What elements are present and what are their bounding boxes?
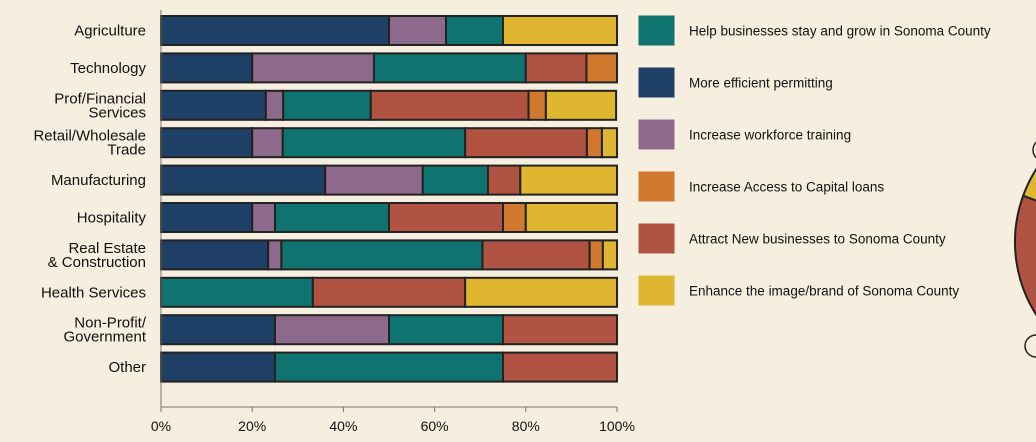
bar-segment: [502, 351, 618, 383]
category-label: Agriculture: [74, 23, 146, 40]
x-tick-label: 80%: [512, 418, 540, 434]
bar-segment: [160, 314, 276, 346]
category-label: Non-Profit/: [74, 315, 147, 332]
bar-segment: [372, 52, 527, 84]
bar-segment: [481, 239, 591, 271]
bar-segment: [585, 52, 618, 84]
pie-chart-fragment: [1013, 141, 1036, 358]
legend-label: Enhance the image/brand of Sonoma County: [689, 284, 959, 299]
bar-segment: [601, 239, 619, 271]
bar-segment: [264, 89, 285, 121]
legend-label: More efficient permitting: [689, 76, 833, 91]
x-axis: 0% 20% 40% 60% 80% 100%: [151, 10, 635, 434]
category-label: Manufacturing: [51, 172, 146, 189]
bar-segment: [486, 164, 522, 196]
category-label: Government: [63, 329, 146, 346]
category-label: Other: [108, 359, 146, 376]
legend-swatch: [637, 66, 676, 99]
legend-label: Increase workforce training: [689, 128, 851, 143]
bar-segment: [524, 52, 588, 84]
bar-segment: [160, 127, 254, 159]
pie-slice: [1013, 194, 1036, 317]
bar-segment: [524, 202, 618, 233]
legend-swatch: [637, 274, 676, 307]
bar-segment: [274, 202, 390, 233]
bar-segment: [311, 276, 467, 308]
legend-swatch: [637, 14, 676, 47]
category-label: Trade: [107, 142, 146, 159]
x-tick-label: 40%: [329, 418, 357, 434]
bar-segment: [274, 351, 504, 383]
bar-segment: [160, 52, 254, 84]
bar-segment: [464, 276, 619, 308]
bar-area: [160, 15, 619, 383]
category-label: Technology: [70, 60, 146, 77]
bar-segment: [388, 202, 504, 233]
bar-segment: [280, 239, 484, 271]
bar-segment: [388, 314, 504, 346]
category-label: Hospitality: [77, 210, 147, 227]
bar-segment: [588, 239, 604, 271]
pie-label-bubble: [1024, 334, 1036, 358]
bar-segment: [160, 15, 390, 46]
bar-segment: [160, 351, 276, 383]
pie-slice: [1021, 167, 1036, 202]
bar-segment: [502, 202, 527, 233]
category-label: & Construction: [48, 254, 146, 271]
category-label: Services: [88, 104, 146, 121]
bar-segment: [251, 127, 284, 159]
bar-segment: [160, 276, 314, 308]
bar-segment: [274, 314, 390, 346]
bar-segment: [388, 15, 447, 46]
bar-segment: [324, 164, 424, 196]
legend: Help businesses stay and grow in Sonoma …: [637, 14, 991, 307]
category-label: Health Services: [41, 284, 146, 301]
bar-segment: [519, 164, 618, 196]
category-labels: Agriculture Technology Prof/FinancialServi…: [33, 23, 146, 377]
category-label: Real Estate: [68, 240, 146, 257]
x-tick-label: 60%: [421, 418, 449, 434]
category-label: Prof/Financial: [54, 90, 146, 107]
bar-segment: [251, 52, 375, 84]
bar-segment: [281, 127, 467, 159]
bar-segment: [600, 127, 619, 159]
pie-label-bubble: [1032, 141, 1036, 159]
bar-segment: [160, 239, 270, 271]
bar-segment: [464, 127, 588, 159]
bar-segment: [251, 202, 276, 233]
bar-segment: [160, 89, 267, 121]
x-tick-label: 100%: [599, 418, 635, 434]
bar-segment: [544, 89, 618, 121]
category-label: Retail/Wholesale: [33, 128, 146, 145]
bar-segment: [585, 127, 603, 159]
legend-label: Increase Access to Capital loans: [689, 180, 884, 195]
legend-label: Attract New businesses to Sonoma County: [689, 232, 946, 247]
bar-segment: [421, 164, 489, 196]
bar-segment: [369, 89, 530, 121]
bar-segment: [445, 15, 504, 46]
legend-swatch: [637, 222, 676, 255]
bar-segment: [527, 89, 547, 121]
x-tick-label: 0%: [151, 418, 171, 434]
bar-segment: [160, 202, 254, 233]
x-tick-label: 20%: [238, 418, 266, 434]
bar-segment: [502, 314, 618, 346]
bar-segment: [502, 15, 618, 46]
bar-segment: [267, 239, 283, 271]
bar-segment: [160, 164, 327, 196]
bar-segment: [282, 89, 372, 121]
legend-swatch: [637, 170, 676, 203]
legend-label: Help businesses stay and grow in Sonoma …: [689, 24, 991, 39]
legend-swatch: [637, 118, 676, 151]
